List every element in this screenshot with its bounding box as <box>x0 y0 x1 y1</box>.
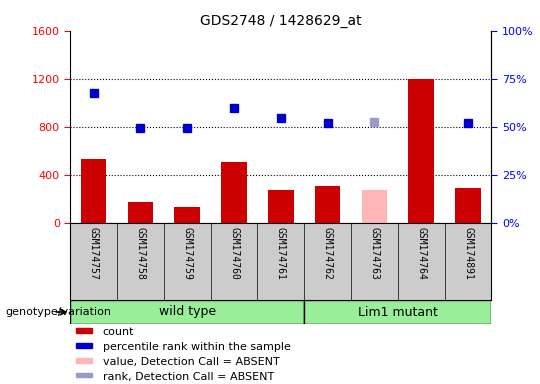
Bar <box>455 188 481 223</box>
FancyBboxPatch shape <box>76 373 92 377</box>
Text: value, Detection Call = ABSENT: value, Detection Call = ABSENT <box>103 357 279 367</box>
Text: GSM174764: GSM174764 <box>416 227 426 280</box>
Bar <box>81 159 106 223</box>
Text: percentile rank within the sample: percentile rank within the sample <box>103 342 291 352</box>
Text: GSM174761: GSM174761 <box>276 227 286 280</box>
Bar <box>268 190 294 223</box>
Text: GSM174760: GSM174760 <box>229 227 239 280</box>
Bar <box>408 79 434 223</box>
Bar <box>174 207 200 223</box>
Bar <box>315 185 341 223</box>
Bar <box>127 202 153 223</box>
Text: GSM174762: GSM174762 <box>322 227 333 280</box>
Bar <box>362 190 387 223</box>
Text: GSM174757: GSM174757 <box>89 227 99 280</box>
FancyBboxPatch shape <box>76 358 92 362</box>
Text: wild type: wild type <box>159 306 216 318</box>
FancyBboxPatch shape <box>76 343 92 348</box>
FancyBboxPatch shape <box>76 328 92 333</box>
Text: Lim1 mutant: Lim1 mutant <box>358 306 438 318</box>
Text: GSM174758: GSM174758 <box>136 227 145 280</box>
Text: rank, Detection Call = ABSENT: rank, Detection Call = ABSENT <box>103 372 274 382</box>
Bar <box>221 162 247 223</box>
FancyBboxPatch shape <box>304 300 491 324</box>
Text: genotype/variation: genotype/variation <box>5 307 111 317</box>
FancyBboxPatch shape <box>70 300 304 324</box>
Text: GSM174891: GSM174891 <box>463 227 473 280</box>
Text: GSM174759: GSM174759 <box>182 227 192 280</box>
Text: GSM174763: GSM174763 <box>369 227 380 280</box>
Text: count: count <box>103 327 134 337</box>
Title: GDS2748 / 1428629_at: GDS2748 / 1428629_at <box>200 14 362 28</box>
